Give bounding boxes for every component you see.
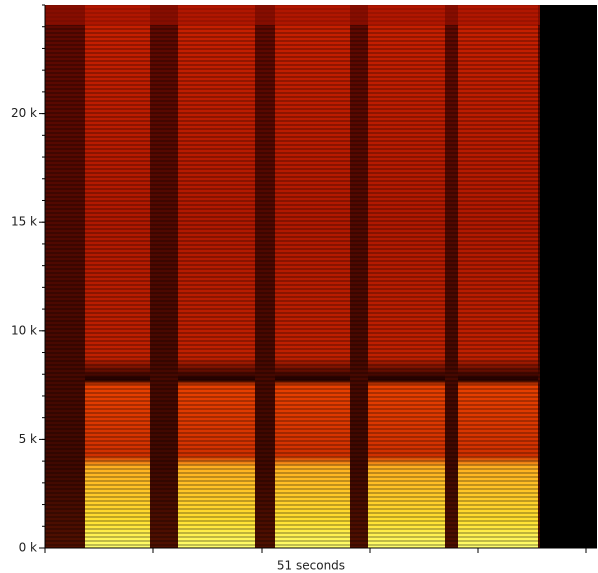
y-tick-label: 5 k bbox=[19, 432, 37, 446]
x-ticks bbox=[44, 548, 587, 553]
y-tick-label: 10 k bbox=[11, 323, 37, 337]
y-tick-label: 20 k bbox=[11, 106, 37, 120]
y-tick-label: 15 k bbox=[11, 215, 37, 229]
spectrogram-image bbox=[45, 5, 540, 548]
x-axis-label: 51 seconds bbox=[277, 559, 345, 573]
y-tick-label: 0 k bbox=[19, 541, 37, 555]
